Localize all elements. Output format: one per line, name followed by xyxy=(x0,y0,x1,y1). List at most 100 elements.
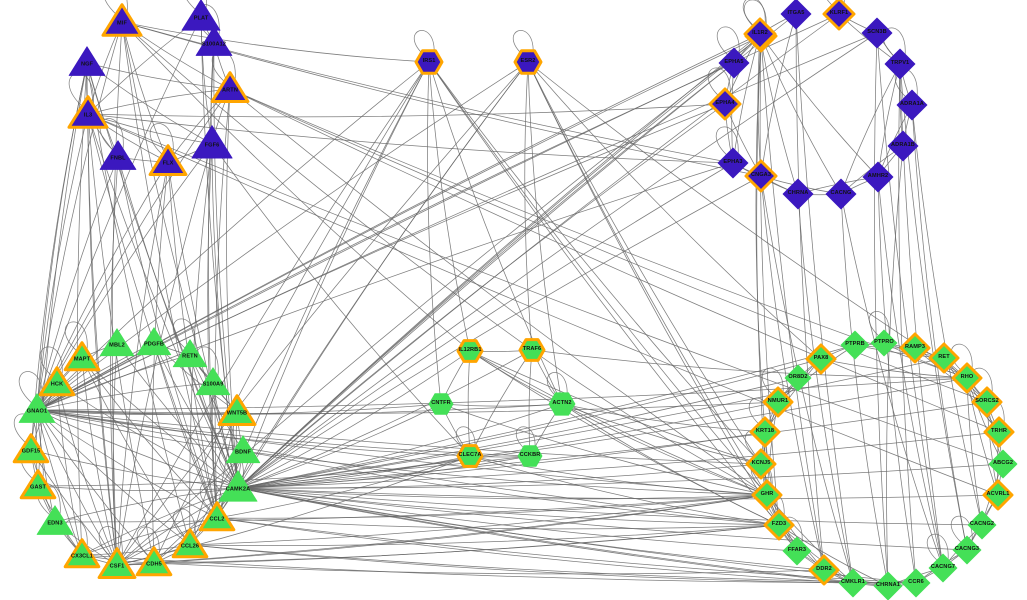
triangle-shape xyxy=(225,435,261,464)
graph-node-klrf1[interactable]: KLRF1 xyxy=(818,0,860,35)
diamond-shape xyxy=(873,571,903,600)
diamond-shape xyxy=(745,448,777,480)
diamond-shape xyxy=(928,553,958,583)
triangle-shape xyxy=(97,547,137,579)
graph-node-fnbl[interactable]: FNBL xyxy=(96,135,140,179)
graph-node-wnt5b[interactable]: WNT5B xyxy=(215,390,259,434)
graph-node-gnao1[interactable]: GNAO1 xyxy=(15,388,59,432)
graph-node-adra1a[interactable]: ADRA1A xyxy=(891,84,933,126)
graph-node-trpv1[interactable]: TRPV1 xyxy=(879,43,921,85)
graph-node-amhr2[interactable]: AMHR2 xyxy=(857,156,899,198)
triangle-shape xyxy=(18,393,56,423)
diamond-shape xyxy=(861,17,893,49)
triangle-shape xyxy=(67,95,109,129)
graph-node-ngf[interactable]: NGF xyxy=(65,41,109,85)
diamond-shape xyxy=(822,0,856,31)
graph-node-cntfr[interactable]: CNTFR xyxy=(423,386,459,422)
triangle-shape xyxy=(101,3,143,37)
diamond-shape xyxy=(751,479,783,511)
diamond-shape xyxy=(782,536,812,566)
graph-node-ccl26[interactable]: CCL26 xyxy=(169,524,211,566)
hexagon-shape xyxy=(548,392,576,416)
graph-node-il3[interactable]: IL3 xyxy=(65,91,111,137)
triangle-shape xyxy=(181,0,221,31)
graph-node-epha4[interactable]: EPHA4 xyxy=(704,83,746,125)
diamond-shape xyxy=(762,386,794,418)
graph-node-irs1[interactable]: IRS1 xyxy=(410,43,448,81)
diamond-shape xyxy=(780,0,812,30)
triangle-shape xyxy=(36,505,74,535)
diamond-shape xyxy=(708,87,742,121)
diamond-shape xyxy=(784,364,812,392)
triangle-shape xyxy=(210,71,250,103)
graph-node-ccr6[interactable]: CCR6 xyxy=(896,563,936,600)
diamond-shape xyxy=(743,17,777,51)
diamond-shape xyxy=(808,554,840,586)
triangle-shape xyxy=(68,46,106,76)
graph-node-epha5[interactable]: EPHA5 xyxy=(713,42,755,84)
triangle-shape xyxy=(135,546,173,577)
triangle-shape xyxy=(217,394,257,426)
graph-node-flx[interactable]: FLX xyxy=(146,140,190,184)
graph-node-cckbr[interactable]: CCKBR xyxy=(512,438,548,474)
hexagon-shape xyxy=(518,338,546,362)
diamond-shape xyxy=(749,416,781,448)
triangle-shape xyxy=(198,501,236,532)
diamond-shape xyxy=(899,332,931,364)
graph-node-esr2[interactable]: ESR2 xyxy=(509,43,547,81)
diamond-shape xyxy=(982,479,1014,511)
graph-node-s100a12[interactable]: S100A12 xyxy=(192,21,236,65)
diamond-shape xyxy=(971,386,1003,418)
hexagon-shape xyxy=(456,444,484,468)
diamond-shape xyxy=(896,89,928,121)
triangle-shape xyxy=(136,327,172,356)
diamond-shape xyxy=(951,362,983,394)
diamond-shape xyxy=(952,535,982,565)
diamond-shape xyxy=(884,48,916,80)
triangle-shape xyxy=(99,140,137,170)
graph-node-cacng[interactable]: CACNG xyxy=(820,173,862,215)
diamond-shape xyxy=(717,147,749,179)
triangle-shape xyxy=(172,339,208,368)
graph-node-traf6[interactable]: TRAF6 xyxy=(514,332,550,368)
diamond-shape xyxy=(901,568,931,598)
hexagon-shape xyxy=(517,445,543,467)
hexagon-shape xyxy=(428,393,454,415)
diamond-shape xyxy=(782,178,814,210)
diamond-shape xyxy=(983,416,1015,448)
diamond-shape xyxy=(840,330,870,360)
graph-node-clec7a[interactable]: CLEC7A xyxy=(452,438,488,474)
graph-node-il12rb1[interactable]: IL12RB1 xyxy=(452,333,488,369)
triangle-shape xyxy=(38,366,76,397)
triangle-shape xyxy=(191,125,233,159)
hexagon-shape xyxy=(513,49,543,75)
diamond-shape xyxy=(862,161,894,193)
graph-node-itga5[interactable]: ITGA5 xyxy=(775,0,817,35)
graph-node-artn[interactable]: ARTN xyxy=(208,67,252,111)
graph-node-cnga3[interactable]: CNGA3 xyxy=(740,155,782,197)
triangle-shape xyxy=(195,26,233,56)
triangle-shape xyxy=(12,433,50,464)
triangle-shape xyxy=(99,328,135,357)
diamond-shape xyxy=(988,449,1018,479)
diamond-shape xyxy=(805,343,837,375)
graph-node-cmklr1[interactable]: CMKLR1 xyxy=(833,563,873,600)
triangle-shape xyxy=(218,470,258,502)
diamond-shape xyxy=(744,159,778,193)
hexagon-shape xyxy=(414,49,444,75)
triangle-shape xyxy=(63,538,101,569)
diamond-shape xyxy=(763,509,795,541)
graph-node-chrna[interactable]: CHRNA xyxy=(777,173,819,215)
triangle-shape xyxy=(63,341,101,372)
graph-node-actn2[interactable]: ACTN2 xyxy=(543,385,581,423)
triangle-shape xyxy=(148,144,188,176)
diamond-shape xyxy=(870,329,898,357)
hexagon-shape xyxy=(456,339,484,363)
graph-node-fgf6[interactable]: FGF6 xyxy=(188,120,236,168)
diamond-shape xyxy=(967,510,997,540)
graph-node-mif[interactable]: MIF xyxy=(99,0,145,45)
triangle-shape xyxy=(171,528,209,559)
triangle-shape xyxy=(19,469,57,500)
